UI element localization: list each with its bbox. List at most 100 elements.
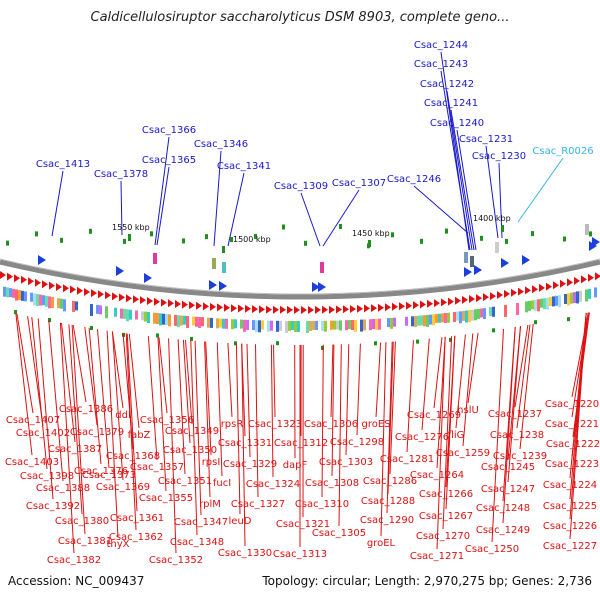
feature-label-csac-1230[interactable]: Csac_1230 [472,151,526,162]
feature-label-leud[interactable]: leuD [229,516,252,527]
feature-label-thyx[interactable]: thyX [106,539,129,550]
feature-label-csac-1248[interactable]: Csac_1248 [476,503,530,514]
feature-label-csac-1220[interactable]: Csac_1220 [545,399,599,410]
feature-label-csac-1249[interactable]: Csac_1249 [476,525,530,536]
feature-label-csac-1238[interactable]: Csac_1238 [490,430,544,441]
feature-label-csac-1267[interactable]: Csac_1267 [419,511,473,522]
feature-label-csac-1309[interactable]: Csac_1309 [274,181,328,192]
feature-label-ddl[interactable]: ddl [115,410,130,421]
feature-label-csac-1330[interactable]: Csac_1330 [218,548,272,559]
feature-label-csac-1269[interactable]: Csac_1269 [407,410,461,421]
feature-label-csac-1308[interactable]: Csac_1308 [305,478,359,489]
feature-label-csac-1368[interactable]: Csac_1368 [106,451,160,462]
feature-label-csac-1407[interactable]: Csac_1407 [6,415,60,426]
feature-label-csac-1349[interactable]: Csac_1349 [165,426,219,437]
feature-label-csac-1378[interactable]: Csac_1378 [94,169,148,180]
feature-label-csac-1355[interactable]: Csac_1355 [139,493,193,504]
feature-label-csac-1331[interactable]: Csac_1331 [218,438,272,449]
feature-label-csac-1312[interactable]: Csac_1312 [274,438,328,449]
feature-label-csac-1313[interactable]: Csac_1313 [273,549,327,560]
feature-label-csac-1348[interactable]: Csac_1348 [170,537,224,548]
feature-label-csac-1351[interactable]: Csac_1351 [158,476,212,487]
feature-label-csac-1242[interactable]: Csac_1242 [420,79,474,90]
feature-label-csac-1369[interactable]: Csac_1369 [96,482,150,493]
feature-label-csac-1324[interactable]: Csac_1324 [246,479,300,490]
feature-label-csac-1303[interactable]: Csac_1303 [319,457,373,468]
feature-label-csac-1245[interactable]: Csac_1245 [481,462,535,473]
feature-color-segment [516,303,519,315]
feature-label-csac-1365[interactable]: Csac_1365 [142,155,196,166]
feature-label-csac-1413[interactable]: Csac_1413 [36,159,90,170]
feature-label-csac-1288[interactable]: Csac_1288 [361,496,415,507]
feature-label-csac-1366[interactable]: Csac_1366 [142,125,196,136]
feature-label-csac-1373[interactable]: Csac_1373 [82,470,136,481]
feature-label-csac-1241[interactable]: Csac_1241 [424,98,478,109]
feature-label-csac-1239[interactable]: Csac_1239 [493,451,547,462]
feature-label-csac-1266[interactable]: Csac_1266 [419,489,473,500]
feature-label-csac-1247[interactable]: Csac_1247 [481,484,535,495]
feature-label-groes[interactable]: groES [361,419,390,430]
feature-label-fuci[interactable]: fucI [213,478,231,489]
feature-label-csac-1226[interactable]: Csac_1226 [543,521,597,532]
feature-label-csac-1361[interactable]: Csac_1361 [110,513,164,524]
feature-label-dapf[interactable]: dapF [283,460,308,471]
feature-label-csac-1240[interactable]: Csac_1240 [430,118,484,129]
feature-label-csac-1403[interactable]: Csac_1403 [5,457,59,468]
feature-label-fabz[interactable]: fabZ [128,430,151,441]
feature-label-csac-1310[interactable]: Csac_1310 [295,499,349,510]
feature-label-csac-1286[interactable]: Csac_1286 [363,476,417,487]
feature-label-csac-1271[interactable]: Csac_1271 [410,551,464,562]
feature-label-csac-1346[interactable]: Csac_1346 [194,139,248,150]
feature-label-rplm[interactable]: rplM [199,499,221,510]
feature-label-csac-1221[interactable]: Csac_1221 [545,419,599,430]
feature-label-csac-1380[interactable]: Csac_1380 [55,516,109,527]
feature-label-csac-1290[interactable]: Csac_1290 [360,515,414,526]
feature-label-csac-1352[interactable]: Csac_1352 [149,555,203,566]
feature-label-csac-1382[interactable]: Csac_1382 [47,555,101,566]
feature-label-csac-1392[interactable]: Csac_1392 [26,501,80,512]
feature-label-csac-1225[interactable]: Csac_1225 [543,501,597,512]
feature-label-csac-1347[interactable]: Csac_1347 [174,517,228,528]
feature-label-csac-1398[interactable]: Csac_1398 [20,471,74,482]
feature-marker [531,231,534,237]
feature-label-csac-1329[interactable]: Csac_1329 [223,459,277,470]
feature-label-csac-r0026[interactable]: Csac_R0026 [532,146,593,157]
feature-label-csac-1379[interactable]: Csac_1379 [70,427,124,438]
feature-label-csac-1388[interactable]: Csac_1388 [36,483,90,494]
feature-label-rpsi[interactable]: rpsI [202,457,221,468]
feature-label-csac-1264[interactable]: Csac_1264 [410,470,464,481]
feature-label-csac-1244[interactable]: Csac_1244 [414,40,468,51]
feature-label-csac-1224[interactable]: Csac_1224 [543,480,597,491]
feature-label-csac-1270[interactable]: Csac_1270 [416,531,470,542]
feature-label-csac-1341[interactable]: Csac_1341 [217,161,271,172]
feature-label-csac-1250[interactable]: Csac_1250 [465,544,519,555]
feature-label-csac-1237[interactable]: Csac_1237 [488,409,542,420]
feature-label-csac-1259[interactable]: Csac_1259 [436,448,490,459]
feature-label-csac-1323[interactable]: Csac_1323 [248,419,302,430]
feature-label-csac-1376[interactable]: Csac_1376 [74,466,128,477]
feature-label-flig[interactable]: fliG [448,430,465,441]
feature-label-csac-1381[interactable]: Csac_1381 [58,536,112,547]
feature-label-groel[interactable]: groEL [367,538,396,549]
feature-label-csac-1298[interactable]: Csac_1298 [330,437,384,448]
feature-label-csac-1386[interactable]: Csac_1386 [59,404,113,415]
feature-label-csac-1306[interactable]: Csac_1306 [304,419,358,430]
feature-label-csac-1223[interactable]: Csac_1223 [545,459,599,470]
feature-label-csac-1243[interactable]: Csac_1243 [414,59,468,70]
feature-label-csac-1321[interactable]: Csac_1321 [276,519,330,530]
feature-label-csac-1350[interactable]: Csac_1350 [163,445,217,456]
feature-label-csac-1281[interactable]: Csac_1281 [380,454,434,465]
feature-label-csac-1231[interactable]: Csac_1231 [459,134,513,145]
feature-label-rpsr[interactable]: rpsR [221,419,244,430]
feature-label-csac-1276[interactable]: Csac_1276 [395,432,449,443]
feature-label-csac-1227[interactable]: Csac_1227 [543,541,597,552]
feature-label-csac-1307[interactable]: Csac_1307 [332,178,386,189]
feature-label-csac-1305[interactable]: Csac_1305 [312,528,366,539]
feature-label-csac-1387[interactable]: Csac_1387 [48,444,102,455]
feature-label-csac-1357[interactable]: Csac_1357 [130,462,184,473]
feature-label-csac-1246[interactable]: Csac_1246 [387,174,441,185]
feature-label-hslu[interactable]: hslU [457,405,479,416]
feature-label-csac-1356[interactable]: Csac_1356 [140,415,194,426]
feature-label-csac-1362[interactable]: Csac_1362 [109,532,163,543]
feature-label-csac-1327[interactable]: Csac_1327 [231,499,285,510]
